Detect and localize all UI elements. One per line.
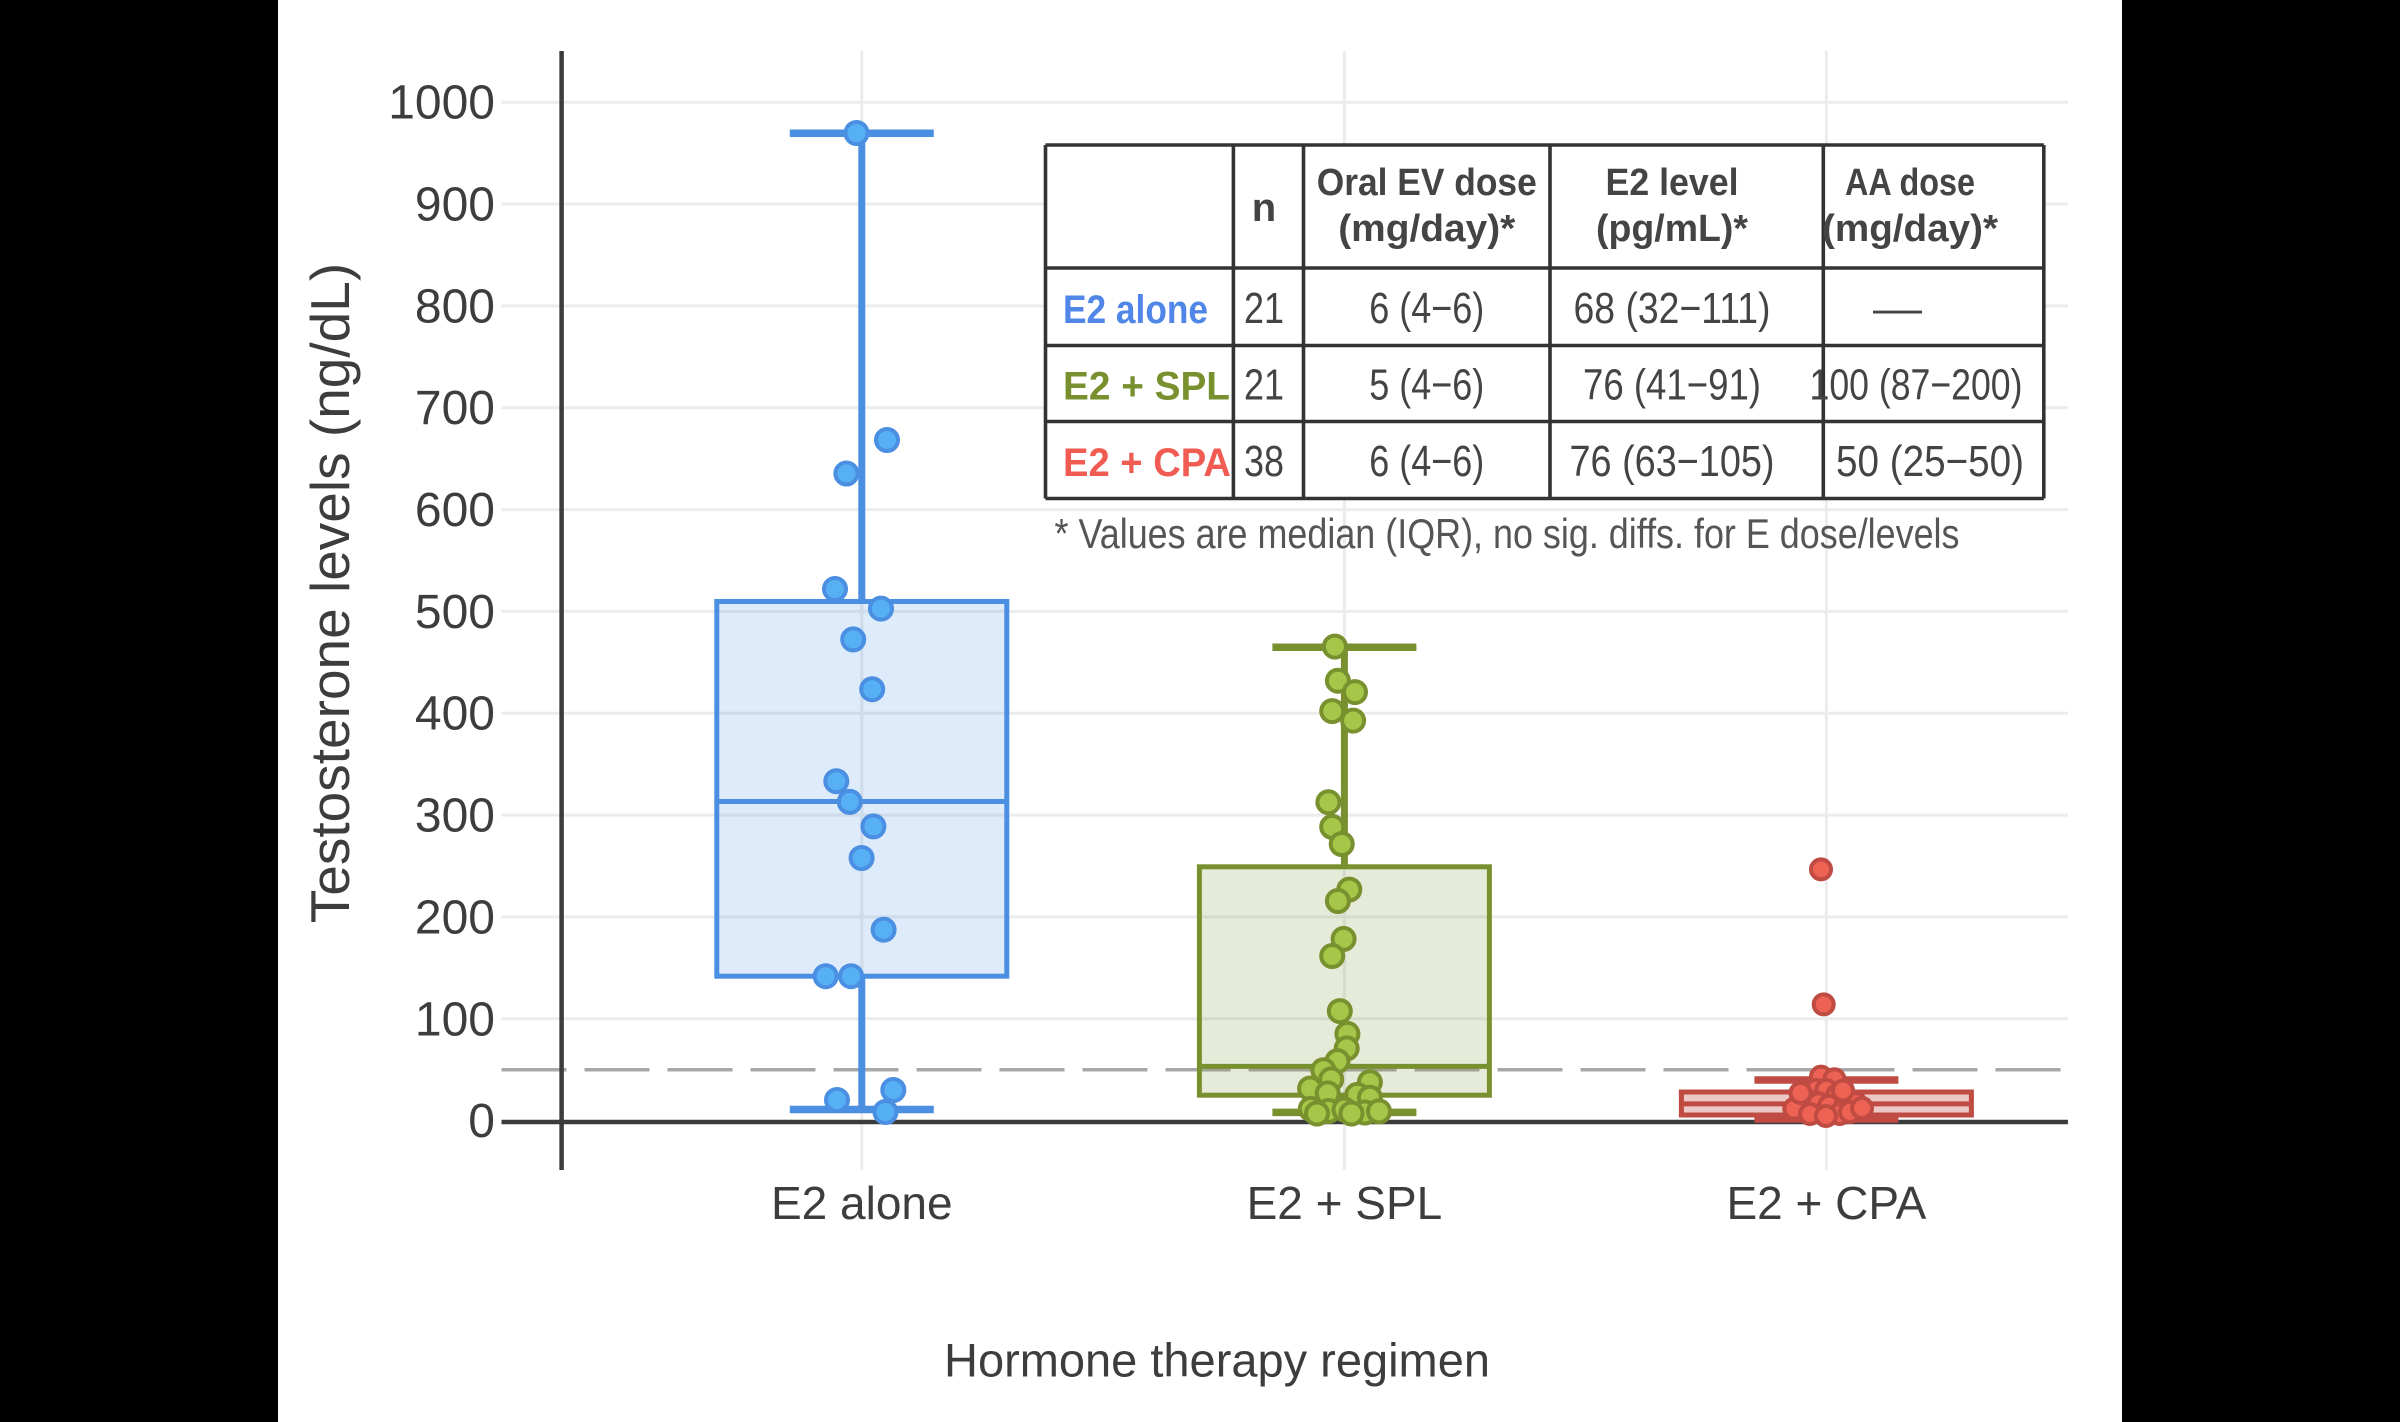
- svg-text:21: 21: [1244, 284, 1284, 333]
- svg-text:E2 alone: E2 alone: [1063, 288, 1208, 332]
- svg-text:21: 21: [1244, 361, 1284, 410]
- svg-text:76 (63−105): 76 (63−105): [1570, 437, 1775, 486]
- svg-text:E2 + SPL: E2 + SPL: [1063, 365, 1230, 409]
- svg-text:E2 + CPA: E2 + CPA: [1726, 1177, 1926, 1229]
- svg-text:76 (41−91): 76 (41−91): [1583, 361, 1761, 410]
- svg-text:800: 800: [415, 280, 495, 333]
- svg-text:* Values are median (IQR), no: * Values are median (IQR), no sig. diffs…: [1055, 510, 1960, 557]
- svg-text:400: 400: [415, 688, 495, 741]
- svg-text:600: 600: [415, 484, 495, 537]
- svg-text:5 (4−6): 5 (4−6): [1369, 361, 1484, 410]
- svg-text:68 (32−111): 68 (32−111): [1574, 284, 1771, 333]
- svg-text:700: 700: [415, 382, 495, 435]
- svg-text:6 (4−6): 6 (4−6): [1369, 437, 1484, 486]
- svg-text:(mg/day)*: (mg/day)*: [1822, 208, 1998, 250]
- svg-text:E2 alone: E2 alone: [771, 1177, 953, 1229]
- svg-text:Oral EV dose: Oral EV dose: [1317, 162, 1537, 204]
- svg-text:Hormone therapy regimen: Hormone therapy regimen: [944, 1334, 1490, 1387]
- svg-text:E2 + SPL: E2 + SPL: [1247, 1177, 1443, 1229]
- svg-text:200: 200: [415, 891, 495, 944]
- svg-text:6 (4−6): 6 (4−6): [1369, 284, 1484, 333]
- svg-text:38: 38: [1244, 437, 1284, 486]
- svg-text:E2 level: E2 level: [1606, 162, 1739, 204]
- svg-text:1000: 1000: [388, 77, 495, 130]
- svg-text:300: 300: [415, 790, 495, 843]
- svg-text:(mg/day)*: (mg/day)*: [1338, 208, 1515, 250]
- svg-text:(pg/mL)*: (pg/mL)*: [1596, 208, 1748, 250]
- svg-text:E2 + CPA: E2 + CPA: [1063, 441, 1231, 485]
- svg-text:500: 500: [415, 586, 495, 639]
- svg-text:900: 900: [415, 179, 495, 232]
- svg-text:100 (87−200): 100 (87−200): [1810, 361, 2023, 410]
- svg-text:n: n: [1252, 186, 1276, 230]
- svg-text:—: —: [1873, 284, 1922, 333]
- svg-text:AA dose: AA dose: [1845, 162, 1975, 204]
- svg-text:Testosterone levels (ng/dL): Testosterone levels (ng/dL): [299, 263, 361, 923]
- svg-text:0: 0: [468, 1095, 495, 1148]
- svg-text:100: 100: [415, 993, 495, 1046]
- svg-text:50 (25−50): 50 (25−50): [1836, 437, 2024, 486]
